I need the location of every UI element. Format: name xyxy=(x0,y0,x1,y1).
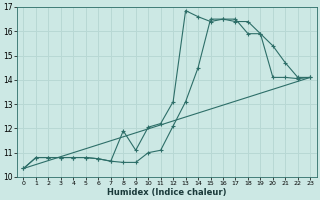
X-axis label: Humidex (Indice chaleur): Humidex (Indice chaleur) xyxy=(107,188,227,197)
